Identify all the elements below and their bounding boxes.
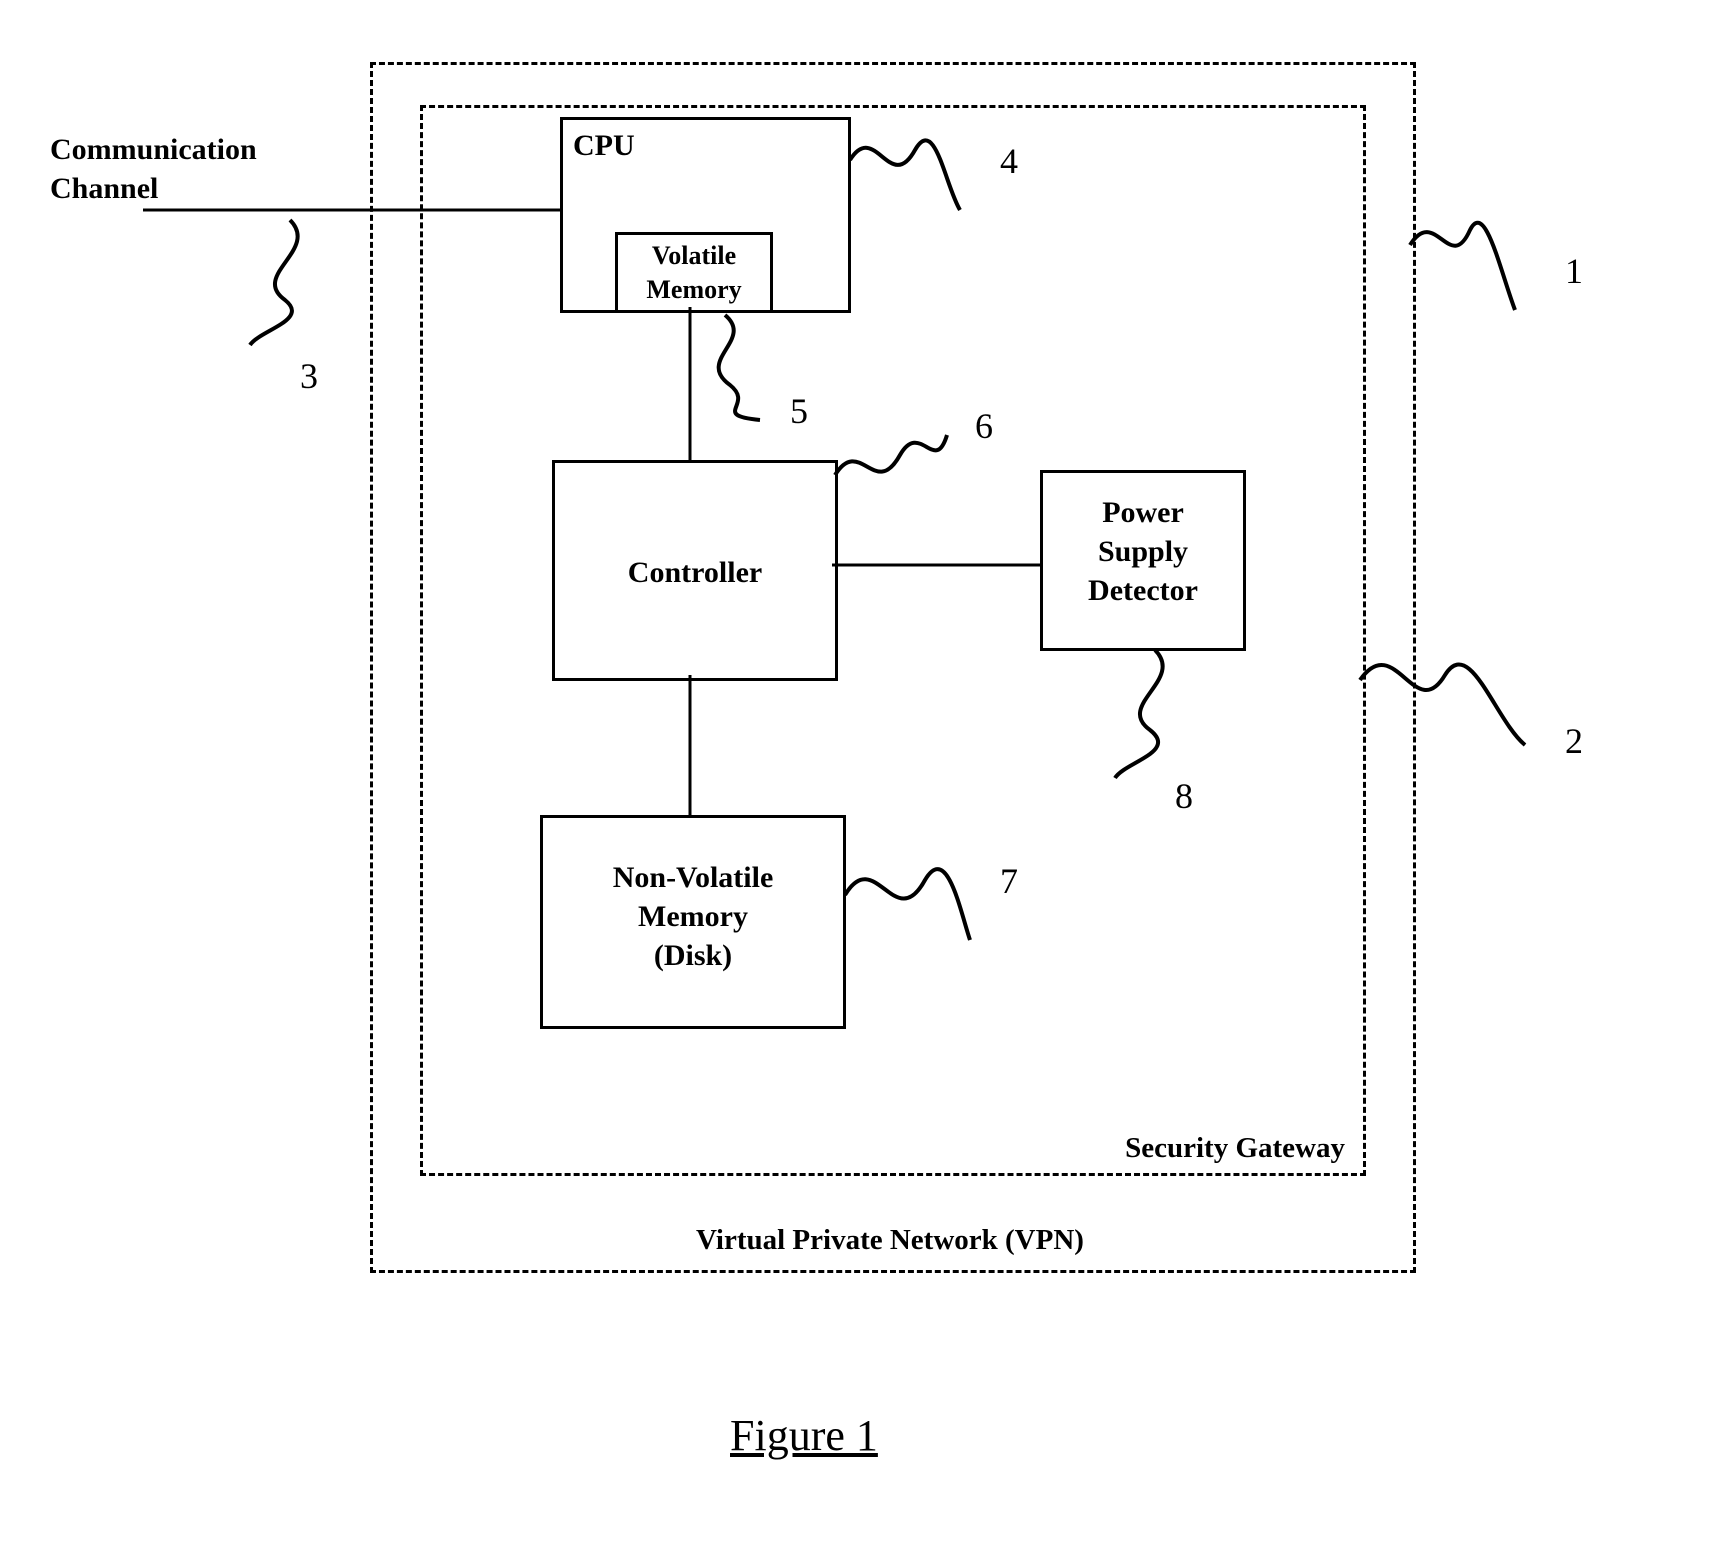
squiggle-4: [850, 130, 970, 230]
num-4: 4: [1000, 140, 1018, 182]
squiggle-5: [700, 315, 800, 425]
figure-label: Figure 1: [730, 1410, 878, 1461]
squiggle-8: [1100, 650, 1210, 780]
squiggle-1: [1410, 215, 1530, 355]
num-8: 8: [1175, 775, 1193, 817]
cpu-label: CPU: [573, 126, 635, 165]
volatile-memory-node: Volatile Memory: [615, 232, 773, 313]
num-3: 3: [300, 355, 318, 397]
controller-label: Controller: [555, 463, 835, 592]
volatile-memory-line2: Memory: [618, 273, 770, 307]
num-7: 7: [1000, 860, 1018, 902]
nonvolatile-node: Non-Volatile Memory (Disk): [540, 815, 846, 1029]
power-supply-line3: Detector: [1043, 571, 1243, 610]
security-gateway-label: Security Gateway: [420, 1130, 1355, 1168]
num-2: 2: [1565, 720, 1583, 762]
power-supply-line1: Power: [1043, 493, 1243, 532]
comm-channel-line1: Communication: [50, 130, 257, 169]
vpn-label: Virtual Private Network (VPN): [370, 1222, 1410, 1260]
squiggle-7: [845, 855, 975, 965]
squiggle-6: [835, 415, 955, 505]
num-1: 1: [1565, 250, 1583, 292]
comm-channel-line2: Channel: [50, 169, 257, 208]
squiggle-3: [240, 220, 340, 350]
nonvolatile-line2: Memory: [543, 897, 843, 936]
volatile-memory-line1: Volatile: [618, 239, 770, 273]
squiggle-2: [1360, 650, 1540, 790]
power-supply-node: Power Supply Detector: [1040, 470, 1246, 651]
controller-node: Controller: [552, 460, 838, 681]
communication-channel-label: Communication Channel: [50, 130, 257, 208]
nonvolatile-line1: Non-Volatile: [543, 858, 843, 897]
nonvolatile-line3: (Disk): [543, 936, 843, 975]
num-5: 5: [790, 390, 808, 432]
num-6: 6: [975, 405, 993, 447]
power-supply-line2: Supply: [1043, 532, 1243, 571]
